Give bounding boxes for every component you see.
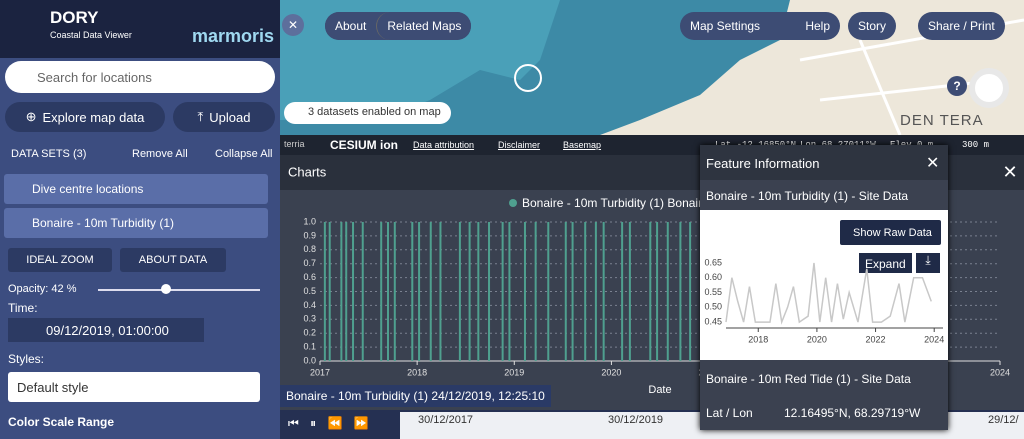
- x-tick-label: 2018: [407, 367, 427, 377]
- partner-logo: marmoris: [192, 26, 275, 46]
- collapse-all[interactable]: Collapse All: [215, 148, 273, 160]
- expand-button[interactable]: Expand: [859, 253, 912, 273]
- basemap-link[interactable]: Basemap: [563, 140, 602, 150]
- charts-close[interactable]: ✕: [1002, 162, 1017, 182]
- color-scale-label: Color Scale Range: [8, 415, 115, 429]
- y-tick-label: 0.4: [303, 300, 316, 310]
- x-tick-label: 2020: [601, 367, 621, 377]
- about-data[interactable]: ABOUT DATA: [120, 248, 226, 272]
- icon: ⊕: [25, 109, 37, 124]
- time-value[interactable]: 09/12/2019, 01:00:00: [8, 318, 204, 342]
- charts-title: Charts: [288, 164, 327, 179]
- search-box[interactable]: Search for locations: [5, 61, 275, 93]
- terria-logo: terria: [284, 139, 305, 149]
- remove-all[interactable]: Remove All: [132, 148, 188, 160]
- compass[interactable]: [969, 68, 1009, 108]
- legend-label: Bonaire - 10m Turbidity (1) Bonaire: [522, 196, 709, 210]
- x-tick-label: 2022: [866, 334, 886, 344]
- opacity-knob[interactable]: [161, 284, 172, 294]
- dataset-row[interactable]: Dive centre locations: [4, 174, 268, 204]
- x-tick-label: 2018: [748, 334, 768, 344]
- upload-button[interactable]: ⤒ Upload: [173, 102, 275, 132]
- latlon-label: Lat / Lon: [706, 406, 753, 420]
- x-tick-label: 2019: [504, 367, 524, 377]
- y-tick-label: 0.8: [303, 244, 316, 254]
- dataset-row[interactable]: Bonaire - 10m Turbidity (1): [4, 208, 268, 238]
- feature-info-title: Feature Information: [700, 145, 948, 180]
- y-tick-label: 1.0: [303, 216, 316, 226]
- datasets-label: DATA SETS (3): [11, 148, 87, 160]
- opacity-track: [98, 289, 260, 291]
- logo-subtitle: Coastal Data Viewer: [50, 30, 132, 40]
- explore-button[interactable]: ⊕ Explore map data: [5, 102, 165, 132]
- download-button[interactable]: ⤓: [916, 253, 940, 273]
- styles-label: Styles:: [8, 352, 45, 366]
- y-tick-label: 0.6: [303, 272, 316, 282]
- cesium-logo: CESIUM ion: [330, 138, 398, 152]
- y-tick-label: 0.55: [704, 287, 722, 297]
- label: Explore map data: [42, 109, 145, 125]
- timeline-tick: 30/12/2017: [418, 414, 474, 426]
- latlon-value: 12.16495°N, 68.29719°W: [784, 406, 921, 420]
- x-axis-label: Date: [648, 384, 671, 396]
- datasets-enabled: 3 datasets enabled on map: [284, 102, 451, 124]
- ideal-zoom[interactable]: IDEAL ZOOM: [8, 248, 112, 272]
- timeline-tick: 29/12/: [988, 414, 1019, 426]
- playback-controls[interactable]: ⏮ ⏸ ⏪ ⏩: [288, 416, 373, 430]
- toolbar-left: About Related Maps: [325, 12, 472, 40]
- style-select[interactable]: Default style: [8, 372, 260, 402]
- y-tick-label: 0.60: [704, 272, 722, 282]
- feature-info: Feature Information ✕ Bonaire - 10m Turb…: [700, 145, 948, 430]
- map-help[interactable]: ?: [947, 76, 967, 96]
- legend-swatch: [509, 199, 517, 207]
- y-tick-label: 0.50: [704, 302, 722, 312]
- icon: ⤒: [197, 109, 204, 124]
- attribution-link[interactable]: Data attribution: [413, 140, 475, 150]
- x-tick-label: 2020: [807, 334, 827, 344]
- toolbar-right: Map Settings Help: [680, 12, 840, 40]
- x-tick-label: 2017: [310, 367, 330, 377]
- place-label: DEN TERA: [900, 112, 984, 129]
- y-tick-label: 0.65: [704, 257, 722, 267]
- related-maps-button[interactable]: Related Maps: [376, 12, 472, 40]
- x-tick-label: 2024: [924, 334, 944, 344]
- about-button[interactable]: About: [325, 12, 377, 40]
- share-button[interactable]: Share / Print: [918, 12, 1005, 40]
- y-tick-label: 0.45: [704, 316, 722, 326]
- map-settings-button[interactable]: Map Settings: [690, 19, 761, 33]
- y-tick-label: 0.9: [303, 230, 316, 240]
- sidebar: DORY Coastal Data Viewer marmoris Search…: [0, 0, 280, 439]
- x-tick-label: 2024: [990, 367, 1010, 377]
- y-tick-label: 0.0: [303, 355, 316, 365]
- time-label: Time:: [8, 301, 38, 315]
- help-button[interactable]: Help: [805, 19, 830, 33]
- timeline-tick: 30/12/2019: [608, 414, 664, 426]
- logo-title: DORY: [50, 8, 99, 27]
- y-tick-label: 0.7: [303, 258, 316, 268]
- scale: 300 m: [962, 140, 990, 150]
- label: Upload: [209, 109, 251, 125]
- y-tick-label: 0.2: [303, 328, 316, 338]
- logo-area: DORY Coastal Data Viewer marmoris: [0, 0, 280, 58]
- line: [725, 262, 932, 325]
- y-tick-label: 0.1: [303, 341, 316, 351]
- y-tick-label: 0.3: [303, 314, 316, 324]
- disclaimer-link[interactable]: Disclaimer: [498, 140, 541, 150]
- map-marker: [514, 64, 542, 92]
- y-tick-label: 0.5: [303, 286, 316, 296]
- feature-close[interactable]: ✕: [926, 155, 940, 172]
- story-button[interactable]: Story: [848, 12, 897, 40]
- show-raw-data[interactable]: Show Raw Data: [840, 220, 941, 245]
- opacity-label: Opacity: 42 %: [8, 283, 77, 295]
- mini-chart: 0.45 0.50 0.55 0.60 0.65 2018 2020 2022 2024: [704, 257, 944, 344]
- site-header[interactable]: Bonaire - 10m Turbidity (1) - Site Data: [706, 189, 909, 203]
- site-header[interactable]: Bonaire - 10m Red Tide (1) - Site Data: [706, 372, 911, 386]
- timeline-current: Bonaire - 10m Turbidity (1) 24/12/2019, …: [280, 385, 551, 407]
- close-panel[interactable]: ✕: [282, 14, 304, 36]
